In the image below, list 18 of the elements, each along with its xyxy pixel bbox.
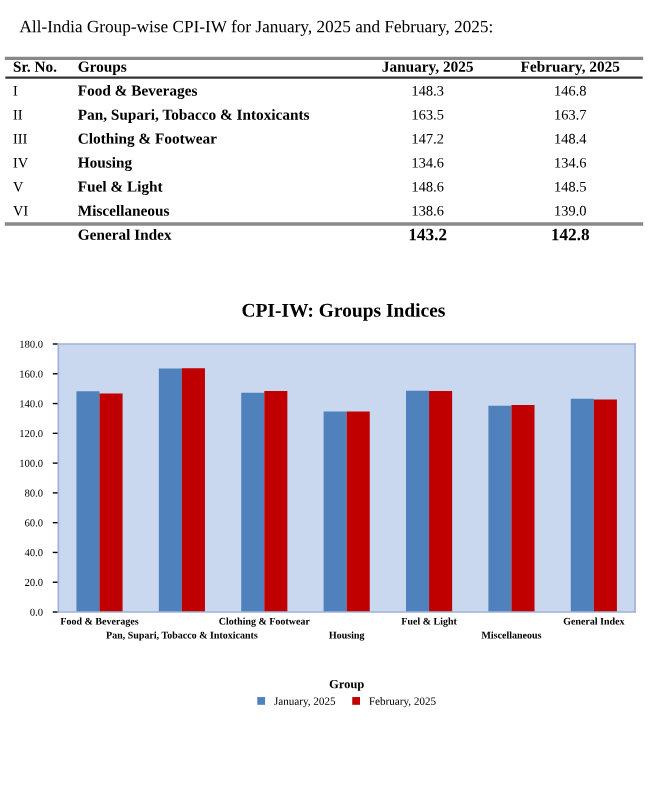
bar: [264, 391, 288, 612]
bar: [593, 399, 617, 612]
text: 143.2: [409, 228, 447, 241]
chart-title: CPI-IW: Groups Indices: [242, 303, 445, 321]
bar: [241, 392, 265, 612]
bar: [323, 411, 347, 612]
bar: [158, 368, 182, 612]
bar: [429, 390, 453, 612]
text: All-India Group-wise CPI-IW for January, 2025 and February, 2025:: [19, 20, 492, 36]
bar: [406, 390, 430, 612]
bar: [181, 368, 205, 612]
bar: [570, 398, 594, 612]
bar: [76, 391, 100, 612]
bar: [99, 393, 123, 612]
bar: [488, 405, 512, 612]
text: 142.8: [552, 228, 590, 241]
bar: [511, 405, 535, 612]
bar: [346, 411, 370, 612]
